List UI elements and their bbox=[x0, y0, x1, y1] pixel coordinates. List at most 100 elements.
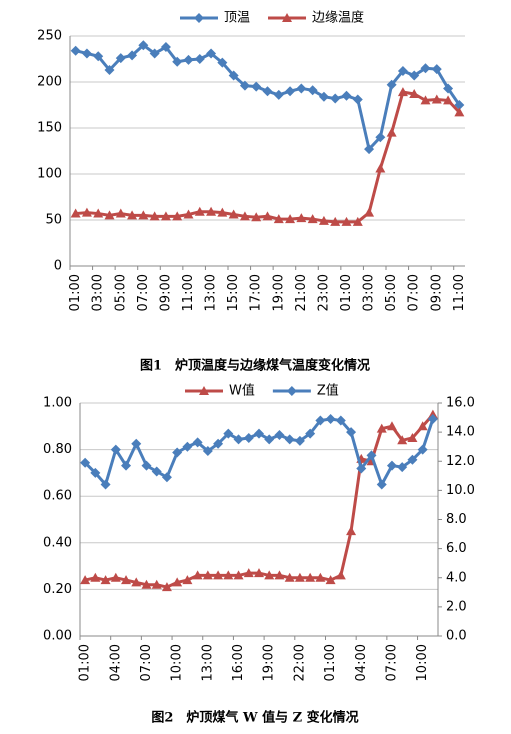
data-point bbox=[346, 427, 357, 438]
data-point bbox=[81, 48, 92, 59]
data-point bbox=[192, 570, 203, 580]
data-point bbox=[274, 430, 285, 441]
data-point bbox=[161, 472, 172, 483]
data-point bbox=[420, 63, 431, 74]
x-tick-label: 19:00 bbox=[262, 644, 277, 681]
y-tick-label: 0.20 bbox=[43, 582, 72, 597]
data-point bbox=[206, 206, 217, 216]
data-point bbox=[149, 211, 160, 221]
data-point bbox=[90, 467, 101, 478]
data-point bbox=[356, 463, 367, 474]
data-point bbox=[127, 210, 138, 220]
data-point bbox=[100, 575, 111, 585]
x-tick-label: 07:00 bbox=[407, 274, 422, 311]
x-tick-label: 09:00 bbox=[158, 274, 173, 311]
data-point bbox=[183, 54, 194, 65]
data-point bbox=[409, 70, 420, 81]
x-tick-label: 13:00 bbox=[200, 644, 215, 681]
data-point bbox=[160, 211, 171, 221]
data-point bbox=[409, 88, 420, 98]
data-point bbox=[121, 460, 132, 471]
data-point bbox=[217, 57, 228, 68]
data-point bbox=[182, 441, 193, 452]
data-point bbox=[70, 208, 81, 218]
legend-label: 边缘温度 bbox=[312, 10, 364, 26]
data-point bbox=[294, 572, 305, 582]
data-point bbox=[262, 211, 273, 221]
data-point bbox=[375, 163, 386, 173]
caption: 图1 炉顶温度与边缘煤气温度变化情况 bbox=[140, 358, 370, 374]
x-tick-label: 11:00 bbox=[181, 274, 196, 311]
x-tick-label: 21:00 bbox=[294, 274, 309, 311]
data-point bbox=[182, 575, 193, 585]
data-point bbox=[305, 572, 316, 582]
data-point bbox=[151, 466, 162, 477]
y-tick-label: 150 bbox=[37, 121, 62, 136]
data-point bbox=[138, 40, 149, 51]
data-point bbox=[397, 435, 408, 445]
data-point bbox=[397, 65, 408, 76]
data-point bbox=[141, 579, 152, 589]
data-point bbox=[318, 91, 329, 102]
data-point bbox=[325, 414, 336, 425]
y2-tick-label: 8.0 bbox=[446, 512, 467, 527]
data-point bbox=[274, 570, 285, 580]
data-point bbox=[285, 86, 296, 97]
data-point bbox=[284, 572, 295, 582]
data-point bbox=[454, 107, 465, 117]
x-tick-label: 11:00 bbox=[452, 274, 467, 311]
data-point bbox=[407, 454, 418, 465]
y-tick-label: 250 bbox=[37, 29, 62, 44]
x-tick-label: 10:00 bbox=[415, 644, 430, 681]
data-point bbox=[386, 421, 397, 431]
y-tick-label: 0 bbox=[54, 259, 62, 274]
data-point bbox=[149, 48, 160, 59]
data-point bbox=[115, 208, 126, 218]
data-point bbox=[93, 51, 104, 62]
data-point bbox=[110, 572, 121, 582]
data-point bbox=[183, 209, 194, 219]
y-tick-label: 0.00 bbox=[43, 629, 72, 644]
data-point bbox=[341, 216, 352, 226]
data-point bbox=[264, 434, 275, 445]
data-point bbox=[160, 42, 171, 53]
data-point bbox=[251, 81, 262, 92]
data-point bbox=[80, 575, 91, 585]
legend-marker bbox=[194, 13, 204, 23]
y-tick-label: 100 bbox=[37, 167, 62, 182]
x-tick-label: 04:00 bbox=[108, 644, 123, 681]
data-point bbox=[254, 428, 264, 439]
data-point bbox=[141, 460, 152, 471]
data-point bbox=[352, 94, 363, 105]
data-point bbox=[202, 570, 213, 580]
y2-tick-label: 4.0 bbox=[446, 570, 467, 585]
data-point bbox=[70, 45, 81, 56]
data-point bbox=[376, 479, 387, 490]
data-point bbox=[431, 64, 442, 75]
data-point bbox=[194, 206, 205, 216]
data-point bbox=[305, 428, 316, 439]
x-tick-label: 04:00 bbox=[354, 644, 369, 681]
x-tick-label: 15:00 bbox=[226, 274, 241, 311]
y-tick-label: 200 bbox=[37, 75, 62, 90]
data-point bbox=[296, 83, 307, 94]
data-point bbox=[233, 434, 244, 445]
data-point bbox=[206, 48, 217, 59]
series-line bbox=[75, 90, 461, 224]
data-point bbox=[115, 53, 126, 64]
data-point bbox=[397, 87, 408, 97]
data-point bbox=[172, 56, 183, 67]
data-point bbox=[217, 207, 228, 217]
data-point bbox=[100, 479, 111, 490]
y2-tick-label: 16.0 bbox=[446, 396, 475, 411]
x-tick-label: 16:00 bbox=[231, 644, 246, 681]
data-point bbox=[223, 570, 234, 580]
data-point bbox=[335, 415, 346, 426]
data-point bbox=[364, 144, 375, 155]
x-tick-label: 01:00 bbox=[78, 644, 93, 681]
y2-tick-label: 12.0 bbox=[446, 454, 475, 469]
x-tick-label: 01:00 bbox=[339, 274, 354, 311]
data-point bbox=[285, 214, 296, 224]
data-point bbox=[273, 89, 284, 100]
